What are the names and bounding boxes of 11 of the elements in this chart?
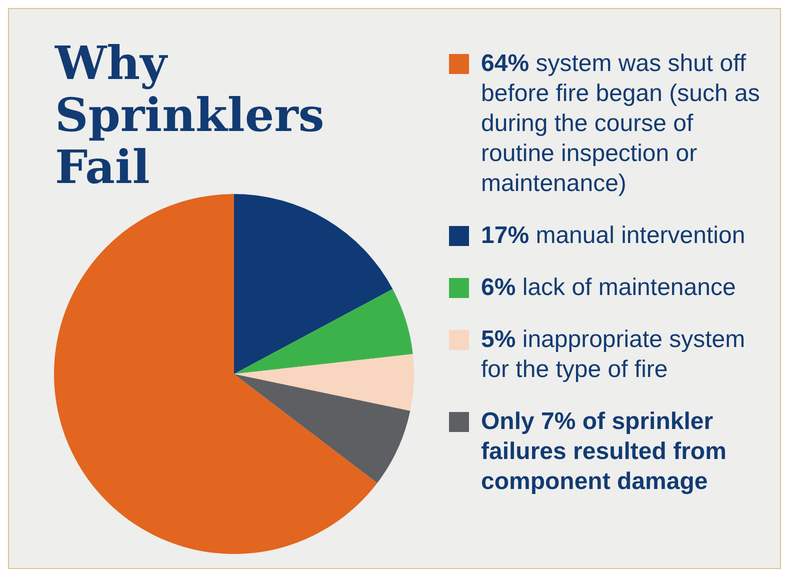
pie-slice <box>54 194 378 554</box>
legend-label: 64% system was shut off before fire began (such as during the course of routine inspection or maintenance) <box>481 50 760 197</box>
text: Why Sprinklers Fail <box>55 36 326 194</box>
legend-label: 6% lack of maintenance <box>481 274 736 301</box>
pie-slice <box>234 354 414 411</box>
legend-label: Only 7% of sprinkler failures resulted from component damage <box>481 408 726 495</box>
pie-slice <box>234 374 410 484</box>
legend-label: 17% manual intervention <box>481 222 746 249</box>
legend-label: 5% inappropriate system for the type of fire <box>481 326 746 383</box>
pie-slice <box>234 288 413 374</box>
pie-slice <box>234 194 393 374</box>
